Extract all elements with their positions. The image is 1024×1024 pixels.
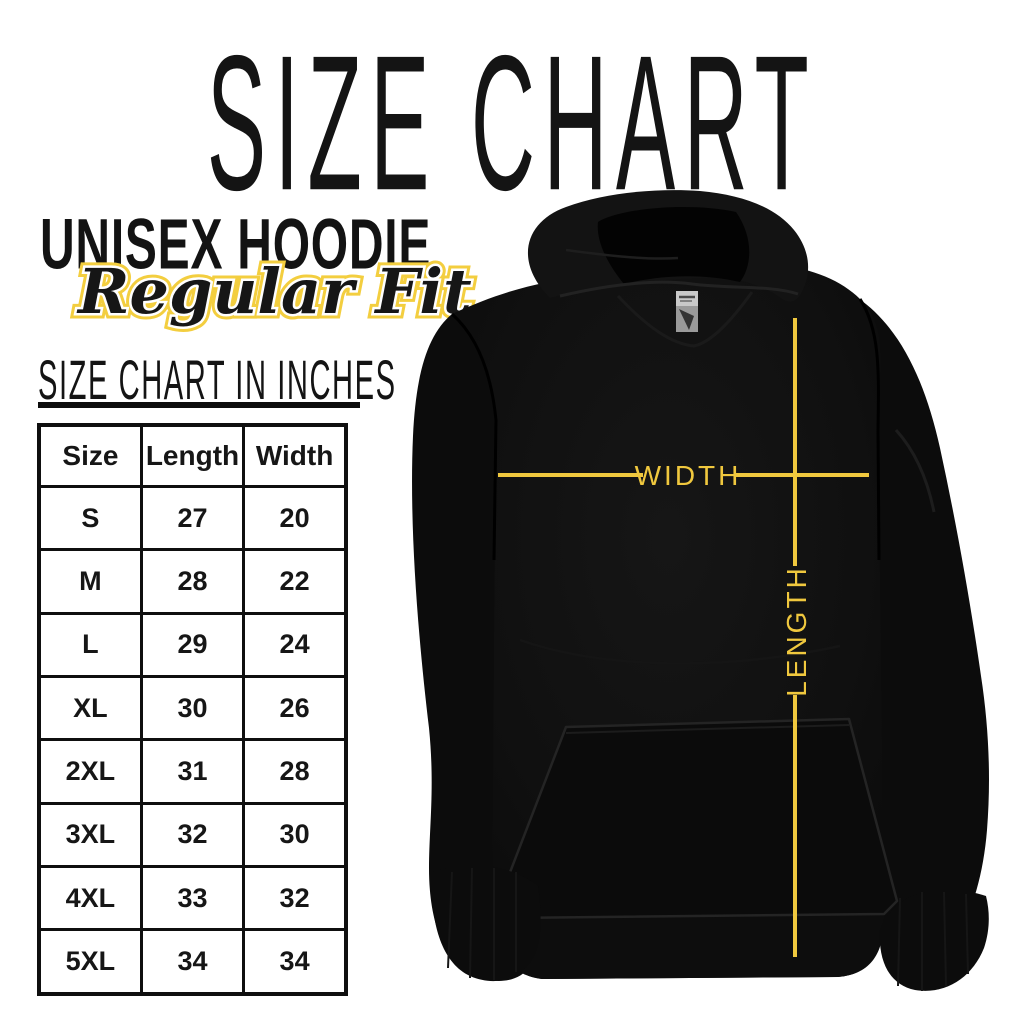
width-cell: 34 <box>242 928 348 996</box>
left-armhole-seam <box>451 312 498 561</box>
product-name: UNISEX HOODIE <box>40 203 432 285</box>
size-cell: 4XL <box>37 864 143 932</box>
length-cell: 31 <box>139 738 246 805</box>
table-heading-underline <box>38 402 360 408</box>
width-cell: 30 <box>242 801 348 868</box>
neck-tag <box>676 291 698 332</box>
right-cuff-ribs <box>897 891 969 991</box>
table-row: S 27 20 <box>37 484 348 552</box>
product-fit: Regular Fit Regular Fit Regular Fit <box>73 252 478 348</box>
length-cell: 27 <box>139 484 246 552</box>
size-cell: 5XL <box>37 928 143 996</box>
length-cell: 28 <box>139 548 246 615</box>
size-cell: L <box>37 611 143 678</box>
hood-opening <box>597 207 750 284</box>
size-cell: S <box>37 484 143 552</box>
table-row: XL 30 26 <box>37 674 348 742</box>
table-row: M 28 22 <box>37 548 348 615</box>
page-title: SIZE CHART <box>206 16 818 231</box>
right-shoulder-crease <box>894 428 936 513</box>
hoodie-pocket <box>495 717 899 920</box>
table-row: 3XL 32 30 <box>37 801 348 868</box>
neck-tag-top <box>676 291 698 306</box>
size-table: Size Length Width S 27 20 M 28 22 L 29 2… <box>37 423 348 996</box>
product-fit-text: Regular Fit <box>78 255 472 328</box>
length-cell: 29 <box>139 611 246 678</box>
measurement-overlay: WIDTH LENGTH <box>498 318 869 957</box>
size-cell: 3XL <box>37 801 143 868</box>
length-cell: 34 <box>139 928 246 996</box>
hoodie-hem-band <box>492 906 884 979</box>
length-cell: 33 <box>139 864 246 932</box>
width-cell: 32 <box>242 864 348 932</box>
width-cell: 28 <box>242 738 348 805</box>
hoodie-illustration <box>412 190 989 991</box>
collar-rim <box>559 280 799 298</box>
hood-fold-crease <box>565 248 679 260</box>
width-cell: 22 <box>242 548 348 615</box>
col-header-length: Length <box>139 423 246 488</box>
table-row: 5XL 34 34 <box>37 928 348 996</box>
size-cell: 2XL <box>37 738 143 805</box>
product-fit-midline: Regular Fit <box>76 255 475 328</box>
pocket-top-seam <box>565 724 850 734</box>
length-label: LENGTH <box>781 565 812 697</box>
width-cell: 20 <box>242 484 348 552</box>
hoodie-left-cuff <box>431 866 541 982</box>
table-row: L 29 24 <box>37 611 348 678</box>
col-header-size: Size <box>37 423 143 488</box>
hoodie-right-sleeve <box>849 298 989 972</box>
width-label: WIDTH <box>635 460 742 491</box>
table-row: 2XL 31 28 <box>37 738 348 805</box>
length-cell: 32 <box>139 801 246 868</box>
hoodie-right-cuff <box>879 890 989 991</box>
length-cell: 30 <box>139 674 246 742</box>
neck-drape-crease <box>616 291 754 348</box>
neck-tag-print <box>679 309 694 330</box>
col-header-width: Width <box>242 423 348 488</box>
size-cell: M <box>37 548 143 615</box>
product-fit-outline: Regular Fit <box>73 252 478 331</box>
table-header-row: Size Length Width <box>37 423 348 488</box>
width-cell: 26 <box>242 674 348 742</box>
size-cell: XL <box>37 674 143 742</box>
right-armhole-seam <box>858 298 881 561</box>
table-heading: SIZE CHART IN INCHES <box>38 348 397 411</box>
width-cell: 24 <box>242 611 348 678</box>
left-cuff-ribs <box>447 867 517 980</box>
chest-fold <box>519 638 841 665</box>
table-row: 4XL 33 32 <box>37 864 348 932</box>
